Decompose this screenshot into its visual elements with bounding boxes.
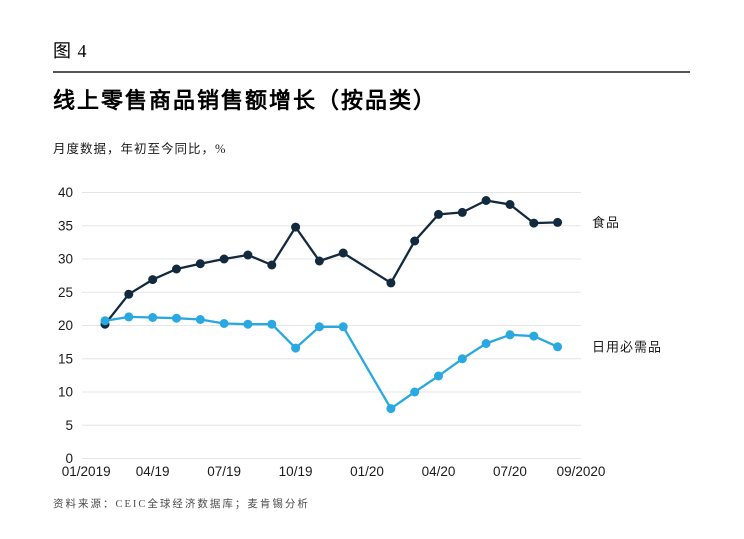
y-axis-tick-label: 40 bbox=[58, 185, 73, 200]
y-axis-tick-label: 35 bbox=[58, 218, 73, 233]
food-data-point bbox=[338, 248, 348, 258]
food-data-point bbox=[267, 260, 277, 270]
daily-necessities-data-point bbox=[386, 404, 396, 414]
daily-necessities-data-point bbox=[410, 387, 420, 397]
food-data-point bbox=[172, 264, 181, 274]
daily-necessities-data-point bbox=[172, 313, 181, 323]
food-data-point bbox=[219, 254, 229, 264]
chart-subtitle: 月度数据，年初至今同比，% bbox=[53, 142, 227, 156]
x-axis-tick-label: 10/19 bbox=[279, 464, 313, 479]
y-axis-tick-label: 15 bbox=[58, 351, 73, 366]
y-axis-tick-label: 5 bbox=[65, 418, 73, 433]
food-data-point bbox=[243, 250, 253, 260]
daily-necessities-data-point bbox=[314, 322, 324, 332]
daily-necessities-data-point bbox=[148, 313, 158, 322]
y-axis-tick-label: 0 bbox=[65, 451, 73, 466]
daily-necessities-data-point bbox=[267, 319, 277, 329]
x-axis-tick-label: 01/2019 bbox=[62, 464, 111, 479]
food-data-point bbox=[529, 218, 539, 228]
y-axis-tick-label: 20 bbox=[58, 318, 73, 333]
x-axis-tick-label: 01/20 bbox=[350, 464, 384, 479]
food-data-point bbox=[434, 209, 443, 219]
daily-necessities-data-point bbox=[338, 322, 348, 332]
daily-necessities-data-point bbox=[434, 371, 443, 381]
food-data-point bbox=[148, 275, 158, 285]
header-rule bbox=[53, 71, 690, 73]
chart-title: 线上零售商品销售额增长（按品类） bbox=[53, 88, 438, 113]
source-note: 资料来源：CEIC全球经济数据库；麦肯锡分析 bbox=[53, 499, 310, 510]
daily-necessities-data-point bbox=[124, 312, 134, 322]
food-data-point bbox=[410, 236, 420, 246]
food-data-point bbox=[457, 207, 467, 217]
daily-necessities-data-point bbox=[481, 339, 491, 348]
food-data-point bbox=[553, 217, 563, 227]
figure-label: 图 4 bbox=[53, 41, 88, 61]
daily-necessities-data-point bbox=[291, 343, 301, 353]
food-data-point bbox=[481, 196, 491, 205]
x-axis-tick-label: 04/19 bbox=[136, 464, 170, 479]
food-series-line bbox=[103, 199, 559, 326]
x-axis-tick-label: 04/20 bbox=[422, 464, 456, 479]
food-data-point bbox=[386, 278, 396, 288]
food-data-point bbox=[195, 259, 205, 269]
daily-necessities-data-point bbox=[529, 331, 539, 341]
daily-necessities-data-point bbox=[219, 319, 229, 328]
daily-necessities-data-point bbox=[243, 319, 253, 329]
x-axis-tick-label: 07/19 bbox=[207, 464, 241, 479]
y-axis-tick-label: 25 bbox=[58, 285, 73, 300]
food-data-point bbox=[314, 256, 324, 266]
daily-necessities-data-point bbox=[195, 315, 205, 324]
food-data-point bbox=[505, 200, 515, 209]
daily-necessities-data-point bbox=[505, 330, 515, 340]
daily-necessities-series-line bbox=[103, 315, 559, 410]
y-axis-tick-label: 30 bbox=[58, 252, 73, 267]
daily-necessities-data-point bbox=[100, 316, 110, 326]
food-series-label: 食品 bbox=[592, 215, 620, 230]
daily-necessities-data-point bbox=[457, 354, 467, 364]
y-axis-tick-label: 10 bbox=[58, 385, 73, 400]
x-axis-tick-label: 09/2020 bbox=[557, 464, 606, 479]
x-axis-tick-label: 07/20 bbox=[493, 464, 527, 479]
food-data-point bbox=[291, 222, 301, 232]
food-data-point bbox=[124, 289, 134, 299]
daily-necessities-series-label: 日用必需品 bbox=[592, 339, 662, 354]
daily-necessities-data-point bbox=[553, 342, 563, 352]
